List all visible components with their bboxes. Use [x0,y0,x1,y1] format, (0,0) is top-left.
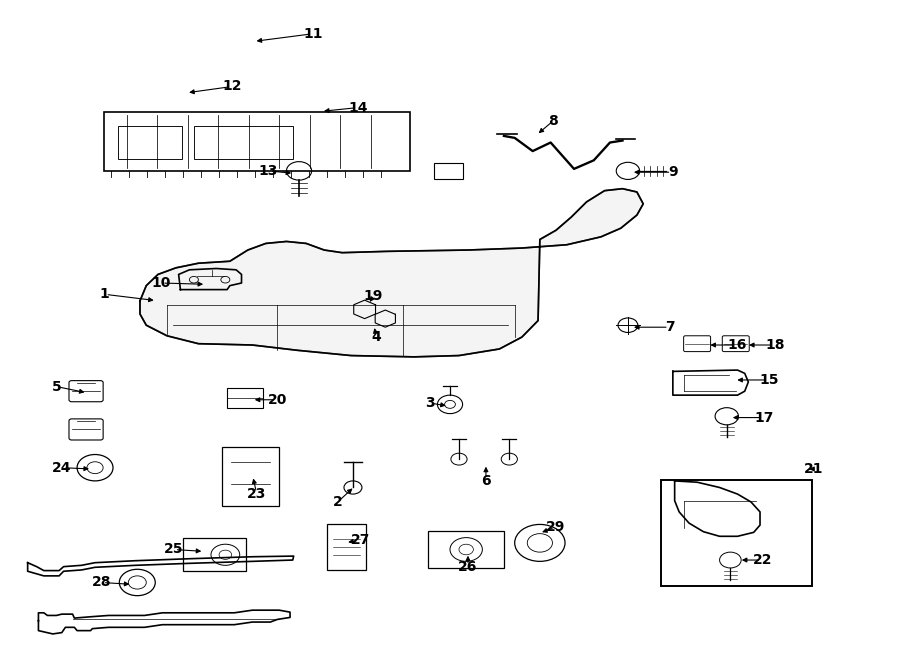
Text: 23: 23 [248,487,266,501]
Text: 3: 3 [426,396,435,410]
Text: 7: 7 [665,320,675,334]
Bar [194,126,292,159]
Text: 11: 11 [303,26,323,41]
Text: 6: 6 [482,474,490,488]
Text: 27: 27 [350,533,370,547]
Text: 10: 10 [151,276,170,290]
Text: 26: 26 [458,560,478,574]
Text: 1: 1 [99,288,109,301]
Text: 17: 17 [755,410,774,424]
Bar [118,126,182,159]
Text: 5: 5 [51,379,61,393]
Text: 15: 15 [760,373,778,387]
Text: 18: 18 [766,338,785,352]
Text: 29: 29 [546,520,566,534]
Text: 20: 20 [268,393,287,407]
Text: 16: 16 [728,338,747,352]
Bar [662,480,812,586]
Polygon shape [140,188,644,357]
Text: 14: 14 [348,100,368,114]
Bar [227,388,263,408]
Text: 24: 24 [52,461,72,475]
Text: 13: 13 [259,164,278,178]
Bar [434,163,463,178]
Text: 22: 22 [753,553,772,567]
Bar [428,531,504,568]
Text: 12: 12 [223,79,242,93]
Text: 2: 2 [333,495,343,509]
Text: 25: 25 [164,543,183,557]
Text: 9: 9 [668,165,678,179]
Bar [183,538,246,571]
Bar [221,447,279,506]
Bar [104,112,410,171]
Text: 8: 8 [548,114,558,128]
Text: 28: 28 [92,576,111,590]
Bar [327,524,366,570]
Text: 21: 21 [805,462,824,476]
Text: 4: 4 [372,330,382,344]
Text: 19: 19 [364,290,383,303]
